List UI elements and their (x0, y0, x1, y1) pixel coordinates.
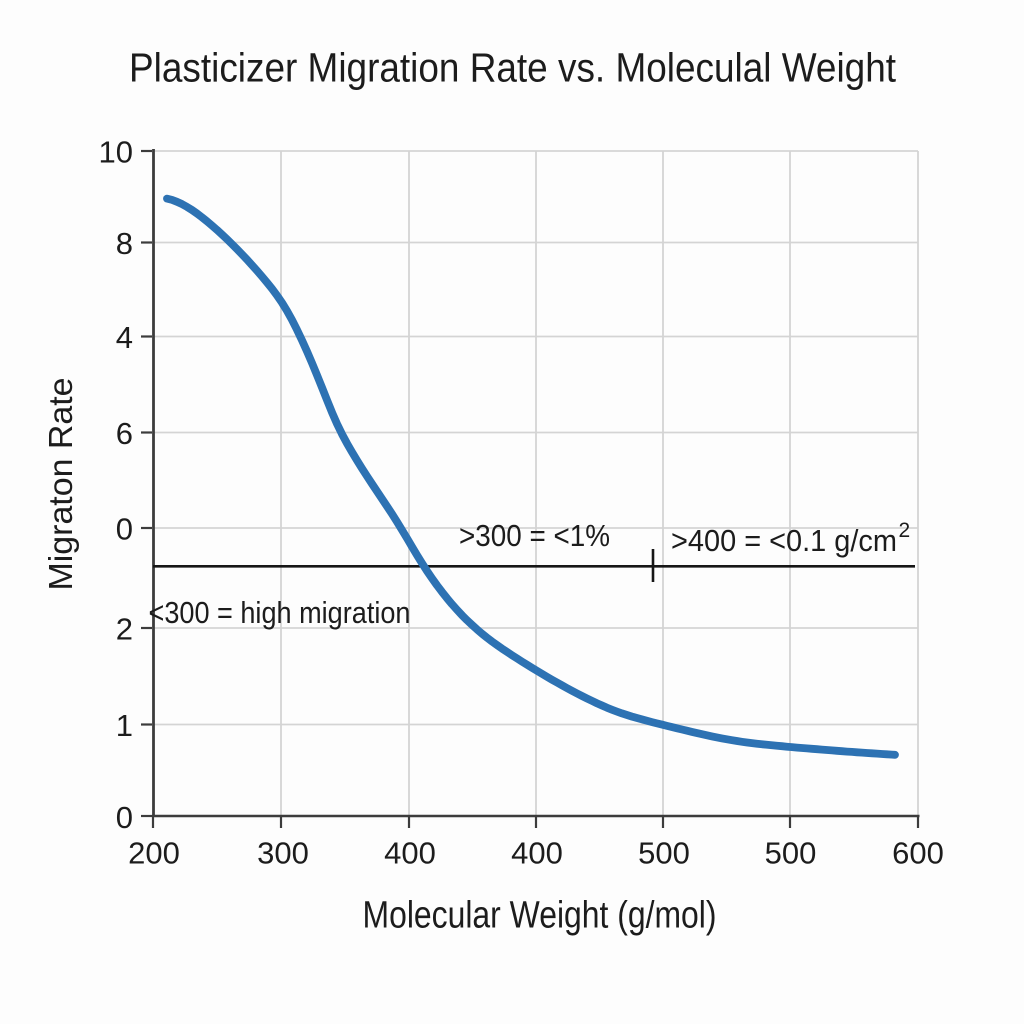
svg-text:2: 2 (899, 519, 911, 542)
svg-text:200: 200 (128, 836, 180, 871)
svg-text:400: 400 (511, 836, 563, 871)
svg-text:10: 10 (99, 134, 133, 169)
svg-text:400: 400 (384, 836, 436, 871)
svg-text:2: 2 (116, 611, 133, 646)
svg-text:Plasticizer Migration Rate vs.: Plasticizer Migration Rate vs. Moleculal… (129, 45, 897, 91)
svg-text:0: 0 (116, 511, 133, 546)
svg-text:Migraton Rate: Migraton Rate (42, 378, 79, 591)
svg-text:500: 500 (638, 836, 690, 871)
svg-text:>400 = <0.1 g/cm: >400 = <0.1 g/cm (671, 523, 897, 558)
svg-text:600: 600 (892, 836, 944, 871)
svg-text:4: 4 (116, 320, 133, 355)
svg-text:Molecular Weight (g/mol): Molecular Weight (g/mol) (363, 895, 717, 937)
svg-text:300: 300 (257, 836, 309, 871)
svg-text:8: 8 (116, 226, 133, 261)
svg-text:>300 = <1%: >300 = <1% (459, 518, 610, 553)
svg-text:6: 6 (116, 416, 133, 451)
svg-text:0: 0 (116, 800, 133, 835)
svg-text:1: 1 (116, 708, 133, 743)
svg-text:500: 500 (765, 836, 817, 871)
svg-text:<300 = high migration: <300 = high migration (149, 595, 411, 630)
